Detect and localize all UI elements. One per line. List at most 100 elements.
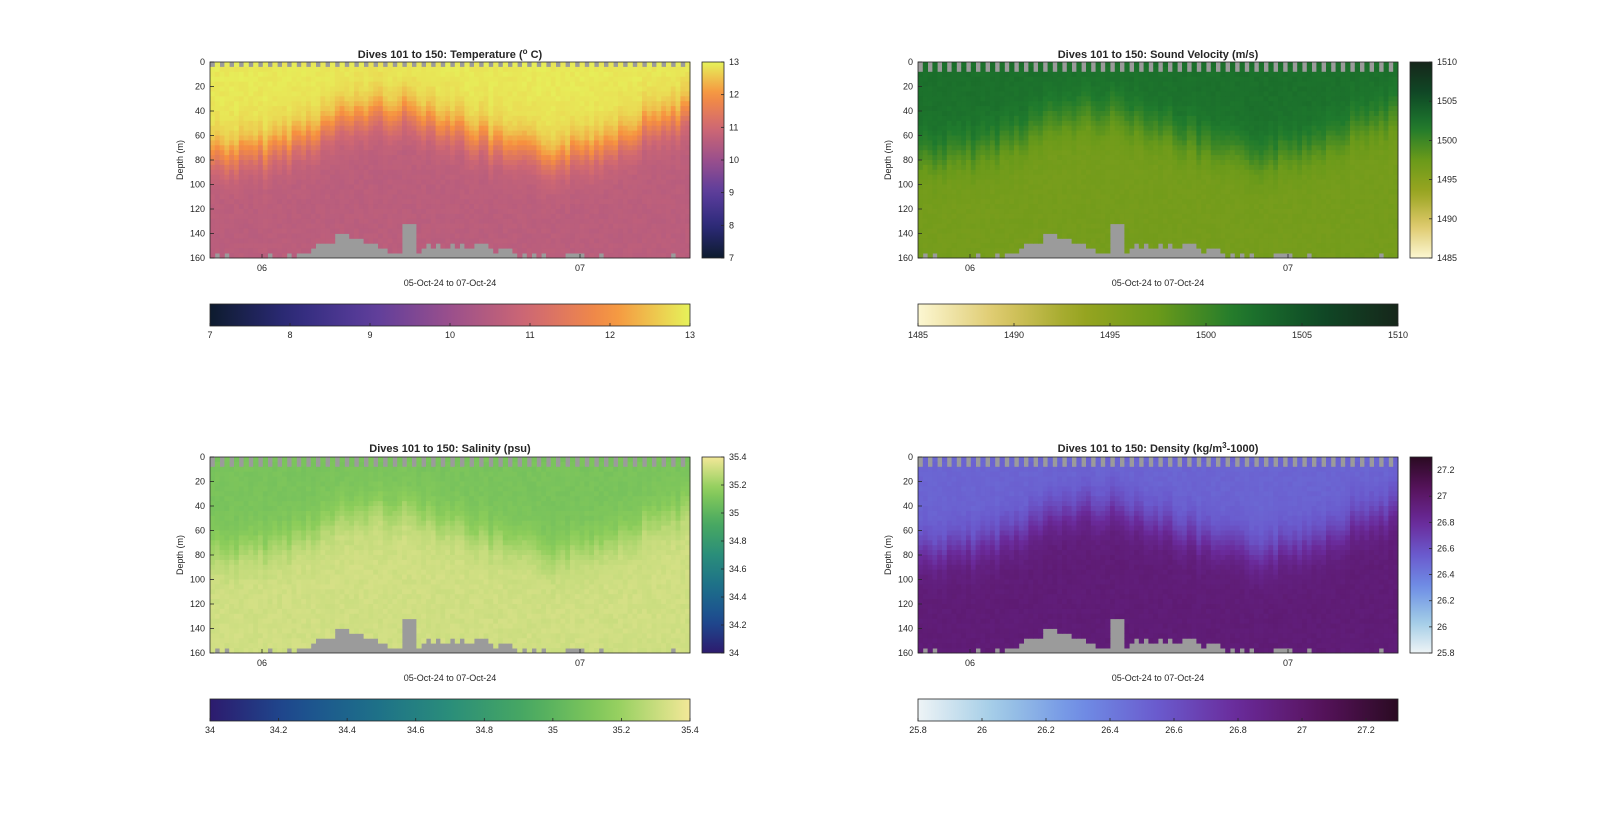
temperature-cell <box>243 248 249 254</box>
temperature-cell <box>387 243 393 249</box>
temperature-cell <box>416 135 422 141</box>
temperature-cell <box>469 243 475 249</box>
temperature-cell <box>378 164 384 171</box>
temperature-cell <box>454 135 460 141</box>
temperature-cell <box>589 248 595 254</box>
temperature-cell <box>450 81 456 87</box>
temperature-cell <box>229 194 235 200</box>
temperature-cell <box>349 91 355 97</box>
temperature-cell <box>368 81 374 87</box>
temperature-cell <box>560 111 566 117</box>
temperature-cell <box>277 164 283 171</box>
sound-velocity-cell <box>1038 120 1044 127</box>
temperature-y-tick-label: 0 <box>200 57 205 67</box>
temperature-cell <box>291 111 297 117</box>
sound-velocity-cell <box>1028 130 1034 136</box>
temperature-cell <box>666 204 672 210</box>
temperature-cell <box>411 213 417 220</box>
temperature-cell <box>608 135 614 141</box>
temperature-cell <box>310 130 316 136</box>
sound-velocity-cell <box>951 96 957 102</box>
temperature-cell <box>435 145 441 151</box>
temperature-cell <box>522 204 528 210</box>
temperature-cell <box>531 91 537 97</box>
sound-velocity-cell <box>961 233 967 239</box>
sound-velocity-cell <box>1057 184 1063 190</box>
temperature-cell <box>421 150 427 156</box>
temperature-cell <box>661 223 667 229</box>
temperature-cell <box>560 160 566 166</box>
temperature-cell <box>282 125 288 131</box>
temperature-cell <box>378 125 384 131</box>
temperature-cell <box>334 160 340 166</box>
temperature-cell <box>411 135 417 141</box>
sound-velocity-cell <box>1042 91 1048 97</box>
temperature-cell <box>483 194 489 200</box>
sound-velocity-cell <box>961 130 967 136</box>
temperature-cell <box>656 179 662 185</box>
sound-velocity-cell <box>1057 111 1063 117</box>
temperature-cell <box>416 96 422 102</box>
temperature-cell <box>430 213 436 220</box>
temperature-cell <box>642 130 648 136</box>
temperature-cell <box>445 164 451 171</box>
sound-velocity-cell <box>1004 189 1010 195</box>
sound-velocity-cell <box>975 189 981 195</box>
temperature-cell <box>301 209 307 215</box>
sound-velocity-cell <box>946 194 952 200</box>
temperature-cell <box>483 155 489 161</box>
temperature-cell <box>402 101 408 107</box>
temperature-cell <box>598 169 604 176</box>
temperature-cell <box>382 189 388 195</box>
temperature-cell <box>632 125 638 131</box>
temperature-cell <box>354 86 360 92</box>
temperature-cell <box>507 101 513 107</box>
sound-velocity-cell <box>946 179 952 185</box>
temperature-cell <box>387 91 393 97</box>
temperature-cell <box>210 223 216 229</box>
temperature-cell <box>555 76 561 82</box>
temperature-cell <box>613 140 619 146</box>
temperature-cell <box>310 218 316 225</box>
temperature-cell <box>613 248 619 254</box>
temperature-cell <box>286 213 292 220</box>
temperature-cell <box>555 125 561 131</box>
temperature-cell <box>646 120 652 127</box>
temperature-cell <box>267 115 273 122</box>
sound-velocity-cell <box>966 223 972 229</box>
sound-velocity-cell <box>1033 115 1039 122</box>
temperature-cell <box>656 81 662 87</box>
temperature-cell <box>637 223 643 229</box>
temperature-cell <box>354 174 360 180</box>
temperature-cell <box>301 179 307 185</box>
temperature-cell <box>267 174 273 180</box>
temperature-cell <box>286 233 292 239</box>
temperature-cell <box>282 223 288 229</box>
temperature-cell <box>325 111 331 117</box>
sound-velocity-cell <box>1047 179 1053 185</box>
sound-velocity-cell <box>966 125 972 131</box>
temperature-cell <box>378 91 384 97</box>
sound-velocity-cell <box>1028 213 1034 220</box>
temperature-cell <box>214 204 220 210</box>
temperature-cell <box>493 223 499 229</box>
sound-velocity-cell <box>1004 140 1010 146</box>
temperature-cell <box>613 174 619 180</box>
sound-velocity-cell <box>1028 101 1034 107</box>
temperature-cell <box>507 66 513 73</box>
sound-velocity-cell <box>966 101 972 107</box>
temperature-cell <box>589 91 595 97</box>
temperature-cell <box>234 140 240 146</box>
temperature-cell <box>291 76 297 82</box>
temperature-cell <box>210 86 216 92</box>
temperature-cell <box>392 199 398 205</box>
temperature-cell <box>546 115 552 122</box>
temperature-cell <box>382 150 388 156</box>
temperature-cell <box>637 130 643 136</box>
sound-velocity-cell <box>942 238 948 244</box>
temperature-cell <box>685 174 691 180</box>
temperature-cell <box>541 125 547 131</box>
temperature-cell <box>656 238 662 244</box>
temperature-cell <box>267 155 273 161</box>
temperature-cell <box>315 106 321 112</box>
